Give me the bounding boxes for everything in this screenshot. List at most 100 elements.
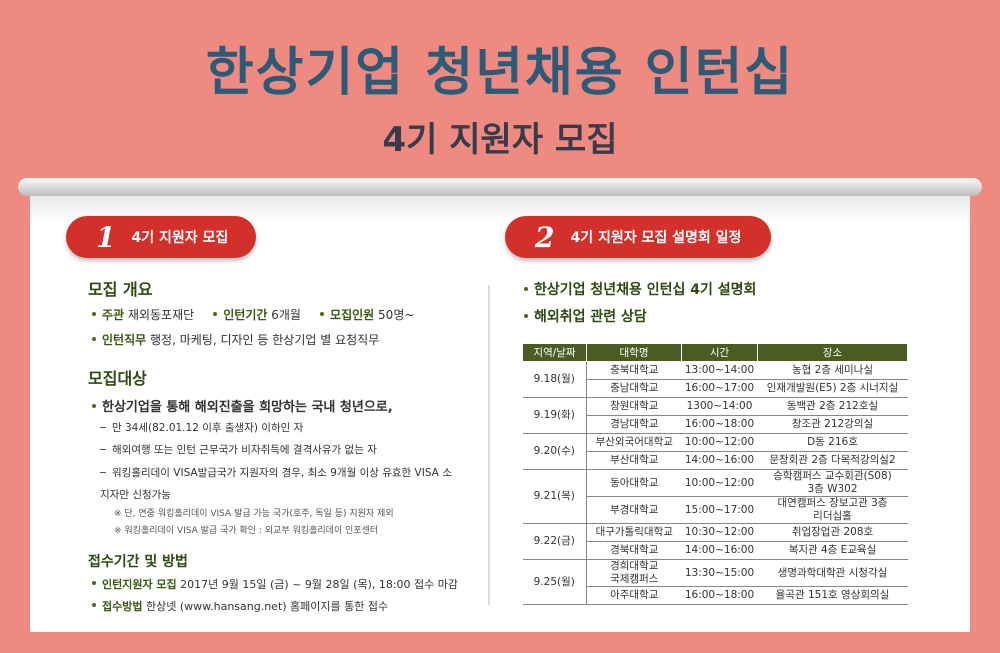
schedule-table: 지역/날짜 대학명 시간 장소 9.18(월) 충북대학교 13:00~14:00 농협 2층… bbox=[522, 343, 908, 605]
table-row: 경북대학교 14:00~16:00 복지관 4층 E교육실 bbox=[523, 541, 908, 560]
date-cell: 9.19(화) bbox=[522, 397, 587, 434]
date-cell: 9.21(목) bbox=[522, 469, 587, 524]
subtitle: 4기 지원자 모집 bbox=[382, 120, 618, 160]
table-row: 아주대학교 16:00~18:00 율곡관 151호 영상회의실 bbox=[523, 586, 908, 605]
apply-row: 접수방법 한상넷 (www.hansang.net) 홈페이지를 통한 접수 bbox=[92, 598, 388, 614]
overview-row: 인턴직무 행정, 마케팅, 디자인 등 한상기업 별 요청직무 bbox=[92, 331, 379, 348]
label: 인턴직무 bbox=[102, 333, 147, 347]
text: 해외취업 관련 상담 bbox=[534, 309, 647, 325]
bullet: 한상기업 청년채용 인턴십 4기 설명회 bbox=[524, 279, 756, 299]
condition: 워킹홀리데이 VISA발급국가 지원자의 경우, 최소 9개월 이상 유효한 V… bbox=[100, 462, 460, 506]
cell: 농협 2층 세미나실 bbox=[757, 361, 908, 380]
heading: 모집 개요 bbox=[88, 280, 153, 299]
header-cell: 지역/날짜 bbox=[522, 343, 587, 362]
text: 50명~ bbox=[378, 308, 415, 322]
cell: 경희대학교 국제캠퍼스 bbox=[586, 559, 682, 587]
date-cell: 9.22(금) bbox=[522, 523, 587, 560]
cell: 1300~14:00 bbox=[681, 397, 758, 416]
header-row: 지역/날짜 대학명 시간 장소 bbox=[522, 343, 908, 362]
text: 워킹홀리데이 VISA발급국가 지원자의 경우, 최소 9개월 이상 유효한 V… bbox=[100, 467, 452, 501]
text: 한상기업 청년채용 인턴십 4기 설명회 bbox=[534, 282, 757, 298]
header-cell: 대학명 bbox=[586, 343, 682, 362]
divider bbox=[488, 285, 490, 605]
text: 한상기업을 통해 해외진출을 희망하는 국내 청년으로, bbox=[102, 400, 393, 415]
table-row: 9.21(목) 동아대학교 10:00~12:00 승학캠퍼스 교수회관(S08) 3… bbox=[522, 469, 908, 524]
cell: 15:00~17:00 bbox=[681, 496, 758, 524]
badge: 2 4기 지원자 모집 설명회 일정 bbox=[505, 216, 771, 258]
cell: 복지관 4층 E교육실 bbox=[757, 541, 908, 560]
text: 재외동포재단 bbox=[127, 308, 195, 322]
table-body: 9.18(월) 충북대학교 13:00~14:00 농협 2층 세미나실 충남대학교 16… bbox=[522, 361, 908, 605]
cell: 부산외국어대학교 bbox=[586, 433, 682, 452]
text: 6개월 bbox=[271, 308, 301, 322]
cell: 13:30~15:00 bbox=[681, 559, 758, 587]
title: 한상기업 청년채용 인턴십 bbox=[205, 43, 795, 103]
cell: 16:00~18:00 bbox=[681, 586, 758, 605]
text: 한상넷 (www.hansang.net) 홈페이지를 통한 접수 bbox=[145, 600, 389, 613]
badge-number: 1 bbox=[96, 220, 116, 254]
cell: 10:00~12:00 bbox=[681, 469, 758, 497]
cell: 아주대학교 bbox=[586, 586, 682, 605]
roller bbox=[18, 178, 982, 196]
bullet: 해외취업 관련 상담 bbox=[524, 306, 647, 326]
text: 해외여행 또는 인턴 근무국가 비자취득에 결격사유가 없는 자 bbox=[112, 444, 377, 456]
cell: 14:00~16:00 bbox=[681, 541, 758, 560]
cell: 10:00~12:00 bbox=[681, 433, 758, 452]
table-row: 경남대학교 16:00~18:00 창조관 212강의실 bbox=[523, 415, 908, 434]
badge-number: 2 bbox=[535, 220, 555, 254]
cell: 취업장업관 208호 bbox=[757, 523, 908, 542]
cell: 16:00~17:00 bbox=[681, 379, 758, 398]
heading: 접수기간 및 방법 bbox=[88, 554, 188, 570]
condition: 해외여행 또는 인턴 근무국가 비자취득에 결격사유가 없는 자 bbox=[100, 442, 377, 457]
cell: 생명과학대학관 시청각실 bbox=[757, 559, 908, 587]
badge-text: 4기 지원자 모집 설명회 일정 bbox=[570, 230, 742, 246]
table-row: 9.20(수) 부산외국어대학교 10:00~12:00 D동 216호 bbox=[522, 433, 908, 470]
cell: 대연캠퍼스 장보고관 3층 리더십홀 bbox=[757, 496, 908, 524]
overview-row: 주관 재외동포재단 인턴기간 6개월 모집인원 50명~ bbox=[92, 306, 414, 323]
table-row: 9.25(월) 경희대학교 국제캠퍼스 13:30~15:00 생명과학대학관 시청각… bbox=[522, 559, 908, 605]
header-cell: 시간 bbox=[681, 343, 758, 362]
cell: 경북대학교 bbox=[586, 541, 682, 560]
cell: 부산대학교 bbox=[586, 451, 682, 470]
table-row: 9.18(월) 충북대학교 13:00~14:00 농협 2층 세미나실 bbox=[522, 361, 908, 398]
cell: 대구가톨릭대학교 bbox=[586, 523, 682, 542]
label: 모집인원 bbox=[330, 308, 375, 322]
cell: 인재개발원(E5) 2층 시너지실 bbox=[757, 379, 908, 398]
text: 만 34세(82.01.12 이후 출생자) 이하인 자 bbox=[112, 422, 304, 434]
lead: 한상기업을 통해 해외진출을 희망하는 국내 청년으로, bbox=[92, 396, 393, 415]
date-cell: 9.25(월) bbox=[522, 559, 587, 605]
table-row: 부산대학교 14:00~16:00 문창회관 2층 다목적강의실2 bbox=[523, 451, 908, 470]
badge: 1 4기 지원자 모집 bbox=[66, 216, 256, 258]
note: ※ 워킹홀리데이 VISA 발급 국가 확인 : 외교부 워킹홀리데이 인포센터 bbox=[114, 526, 379, 536]
cell: 율곡관 151호 영상회의실 bbox=[757, 586, 908, 605]
text: 2017년 9월 15일 (금) ~ 9월 28일 (목), 18:00 접수 … bbox=[180, 578, 459, 591]
cell: 승학캠퍼스 교수회관(S08) 3층 W302 bbox=[757, 469, 908, 497]
heading: 모집대상 bbox=[88, 369, 147, 388]
cell: 문창회관 2층 다목적강의실2 bbox=[757, 451, 908, 470]
table-row: 부경대학교 15:00~17:00 대연캠퍼스 장보고관 3층 리더십홀 bbox=[523, 496, 908, 524]
cell: 10:30~12:00 bbox=[681, 523, 758, 542]
badge-text: 4기 지원자 모집 bbox=[131, 230, 229, 246]
cell: 경남대학교 bbox=[586, 415, 682, 434]
label: 인턴기간 bbox=[223, 308, 268, 322]
label: 접수방법 bbox=[102, 600, 143, 613]
cell: 창조관 212강의실 bbox=[757, 415, 908, 434]
condition: 만 34세(82.01.12 이후 출생자) 이하인 자 bbox=[100, 420, 303, 435]
cell: 충북대학교 bbox=[586, 361, 682, 380]
note: ※ 단, 연중 워킹홀리데이 VISA 발급 가능 국가(호주, 독일 등) 지… bbox=[114, 509, 394, 519]
cell: 14:00~16:00 bbox=[681, 451, 758, 470]
table-row: 충남대학교 16:00~17:00 인재개발원(E5) 2층 시너지실 bbox=[523, 379, 908, 398]
cell: 16:00~18:00 bbox=[681, 415, 758, 434]
cell: 부경대학교 bbox=[586, 496, 682, 524]
date-cell: 9.18(월) bbox=[522, 361, 587, 398]
date-cell: 9.20(수) bbox=[522, 433, 587, 470]
header-cell: 장소 bbox=[757, 343, 908, 362]
label: 주관 bbox=[102, 308, 125, 322]
text: 행정, 마케팅, 디자인 등 한상기업 별 요청직무 bbox=[150, 333, 380, 347]
cell: 동아대학교 bbox=[586, 469, 682, 497]
cell: 충남대학교 bbox=[586, 379, 682, 398]
label: 인턴지원자 모집 bbox=[102, 578, 177, 591]
table-row: 9.19(화) 창원대학교 1300~14:00 동백관 2층 212호실 bbox=[522, 397, 908, 434]
